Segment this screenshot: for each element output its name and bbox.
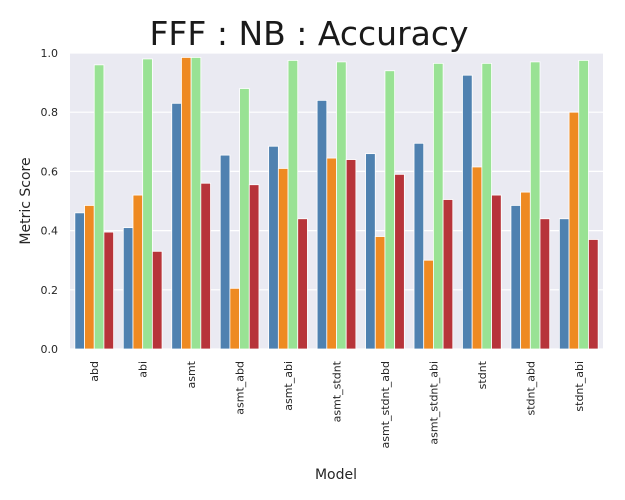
bar	[268, 145, 279, 350]
x-tick-label: asmt_abd	[234, 361, 247, 415]
bar	[394, 173, 405, 350]
bar	[442, 199, 454, 350]
bar	[287, 60, 299, 350]
bar	[326, 157, 337, 350]
bar	[588, 239, 599, 350]
bar	[491, 194, 502, 350]
y-tick-labels: 0.0 0.2 0.4 0.6 0.8 1.0	[41, 47, 59, 356]
bar	[229, 287, 240, 350]
x-tick-label: asmt_abi	[282, 361, 295, 411]
bar	[558, 218, 570, 350]
x-tick-label: stdnt_abd	[524, 361, 537, 416]
bar	[171, 102, 182, 350]
bar	[471, 166, 483, 350]
x-tick-label: abi	[137, 361, 150, 378]
bar	[481, 62, 492, 350]
bar	[219, 154, 231, 350]
bar	[181, 57, 192, 350]
bar	[529, 61, 541, 350]
bar	[316, 99, 328, 350]
bar	[568, 111, 580, 350]
bar	[132, 194, 144, 350]
bar	[93, 64, 105, 350]
bar	[539, 218, 551, 350]
bar	[365, 153, 376, 350]
bar	[345, 159, 357, 350]
bar	[384, 70, 396, 350]
x-tick-label: abd	[88, 361, 101, 382]
bar	[510, 205, 522, 350]
bars	[74, 57, 599, 350]
bar	[423, 259, 434, 350]
y-tick-label: 0.8	[41, 106, 59, 119]
bar	[462, 74, 473, 350]
x-tick-label: asmt_stdnt_abi	[427, 361, 440, 445]
bar	[248, 184, 260, 350]
y-tick-label: 0.0	[41, 343, 59, 356]
y-tick-label: 1.0	[41, 47, 59, 60]
y-tick-label: 0.4	[41, 225, 59, 238]
bar	[277, 168, 289, 350]
bar	[122, 227, 134, 350]
x-tick-label: asmt_stdnt	[331, 360, 344, 422]
x-tick-label: stdnt_abi	[573, 361, 586, 412]
bar	[374, 236, 386, 350]
bar	[239, 88, 250, 350]
y-tick-label: 0.2	[41, 284, 59, 297]
bar	[190, 57, 202, 350]
bar	[84, 205, 95, 350]
chart-title: FFF : NB : Accuracy	[149, 14, 468, 53]
x-tick-labels: abd abi asmt asmt_abd asmt_abi asmt_stdnt asmt…	[88, 360, 586, 448]
bar	[520, 191, 531, 350]
bar	[336, 61, 347, 350]
x-tick-label: asmt_stdnt_abd	[379, 361, 392, 449]
bar	[103, 231, 115, 350]
bar	[578, 60, 589, 350]
bar	[151, 250, 163, 350]
bar	[200, 182, 211, 350]
y-tick-label: 0.6	[41, 165, 59, 178]
y-axis-label: Metric Score	[18, 157, 34, 244]
bar	[413, 142, 425, 350]
bar	[433, 62, 444, 350]
x-tick-label: stdnt	[476, 360, 489, 389]
x-axis-label: Model	[315, 467, 357, 483]
bar	[142, 58, 153, 350]
x-tick-label: asmt	[185, 360, 198, 388]
bar	[74, 212, 85, 350]
bar	[297, 218, 308, 350]
